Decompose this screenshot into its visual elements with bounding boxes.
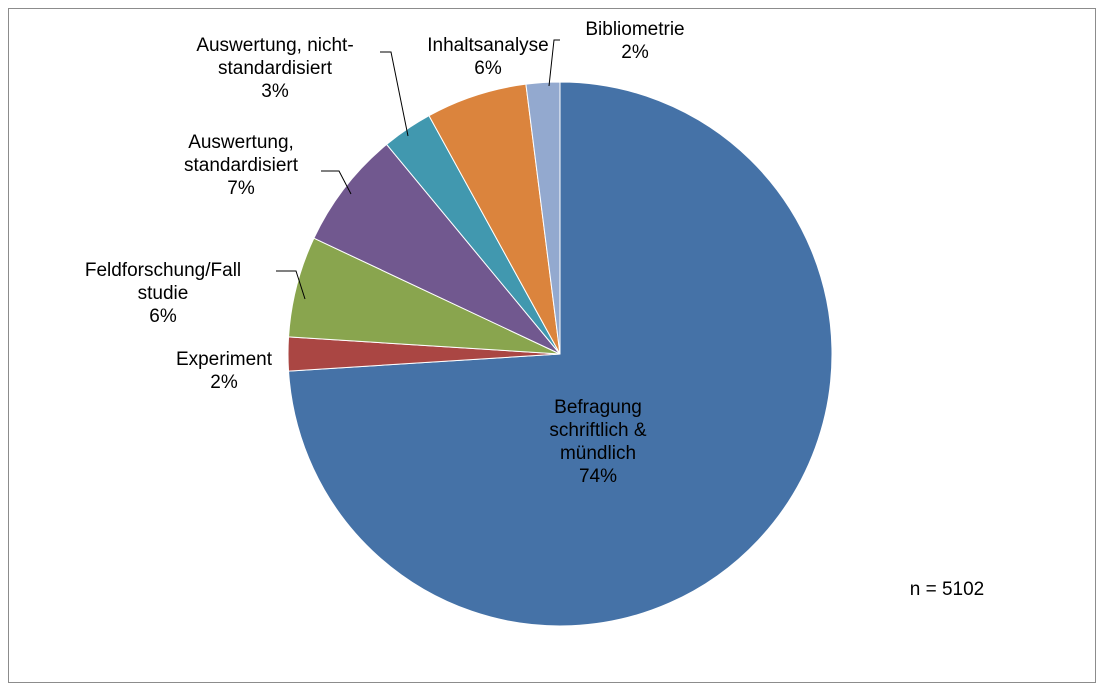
leader-line-4 — [321, 170, 352, 195]
pie-slice-7 — [525, 81, 561, 355]
leader-line-7 — [548, 39, 560, 87]
pie-slice-4 — [313, 143, 561, 355]
data-label-5: Auswertung, nicht-standardisiert 3% — [196, 35, 353, 102]
data-label-2: Experiment 2% — [176, 349, 273, 393]
leader-line-3 — [276, 270, 306, 300]
leader-line-5 — [380, 51, 409, 137]
data-label-1: Befragung schriftlich & mündlich 74% — [549, 397, 646, 487]
chart-frame: Befragung schriftlich & mündlich 74% Experim… — [8, 8, 1096, 683]
data-label-3: Feldforschung/Fall studie 6% — [85, 260, 241, 327]
data-label-6: Inhaltsanalyse 6% — [427, 35, 548, 79]
data-labels: Befragung schriftlich & mündlich 74% Experim… — [85, 19, 685, 487]
sample-size-annotation: n = 5102 — [910, 579, 985, 600]
data-label-4: Auswertung, standardisiert 7% — [184, 132, 299, 199]
pie-chart: Befragung schriftlich & mündlich 74% Experim… — [85, 19, 985, 627]
leader-lines — [276, 39, 560, 300]
data-label-7: Bibliometrie 2% — [585, 19, 684, 63]
pie-slices — [287, 81, 833, 627]
